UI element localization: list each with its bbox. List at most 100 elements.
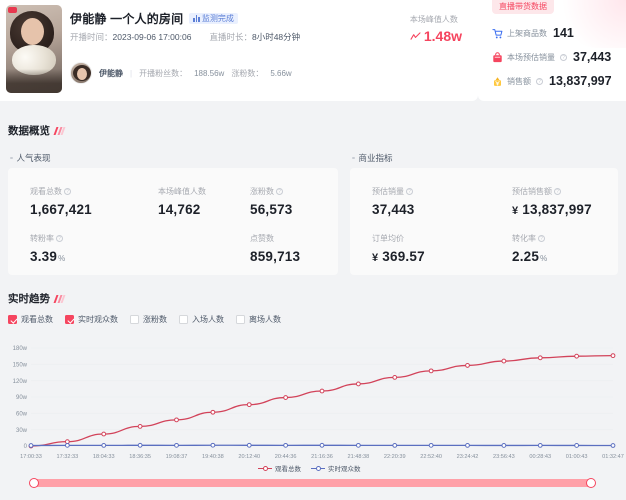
anchor-name[interactable]: 伊能静 <box>99 68 123 78</box>
checkbox-box-exits[interactable] <box>236 315 245 324</box>
metric-value-conversion: 2.25% <box>512 249 548 264</box>
checkbox-box-fans-gained[interactable] <box>130 315 139 324</box>
slider-handle-left[interactable] <box>29 478 39 488</box>
checkbox-fans-gained[interactable]: 涨粉数 <box>130 314 167 325</box>
help-icon-est-sales[interactable]: ? <box>554 188 561 195</box>
help-icon-fans-gained[interactable]: ? <box>276 188 283 195</box>
help-icon-total-views[interactable]: ? <box>64 188 71 195</box>
svg-text:30w: 30w <box>16 428 28 434</box>
platform-badge-icon <box>8 7 17 13</box>
sales-label-products: 上架商品数 <box>507 28 547 38</box>
avatar-face <box>77 68 87 80</box>
metric-value-est-volume: 37,443 <box>372 202 415 217</box>
svg-text:18:04:33: 18:04:33 <box>93 454 115 460</box>
sales-label-amount: 销售额 <box>507 76 531 86</box>
sales-tag: 直播带货数据 <box>492 0 554 14</box>
legend-item-live-viewers[interactable]: 实时观众数 <box>311 463 361 473</box>
subsection-business: 商业指标 <box>352 152 393 164</box>
help-icon-amount[interactable]: ? <box>536 77 543 85</box>
anchor-row[interactable]: 伊能静 | 开播粉丝数： 188.56w 涨粉数： 5.66w <box>70 62 292 84</box>
metric-label-est-volume: 预估销量? <box>372 186 512 197</box>
sales-summary-card: 直播带货数据 上架商品数 141 本场预估销量 ? 37,443 <box>478 0 626 101</box>
currency-symbol-est-sales: ¥ <box>512 205 519 217</box>
metric-label-est-sales: 预估销售额? <box>512 186 608 197</box>
metric-conversion: 转化率? 2.25% <box>512 233 608 264</box>
slider-track[interactable] <box>31 479 594 487</box>
slider-handle-right[interactable] <box>586 478 596 488</box>
status-badge-label: 监测完成 <box>201 13 234 23</box>
trend-filter-checkboxes: 观看总数 实时观众数 涨粉数 入场人数 离场人数 <box>8 314 281 325</box>
checkbox-exits[interactable]: 离场人数 <box>236 314 281 325</box>
svg-text:20:12:40: 20:12:40 <box>238 454 260 460</box>
help-icon-est-volume[interactable]: ? <box>406 188 413 195</box>
metric-label-fans-gained: 涨粉数? <box>250 186 328 197</box>
metric-unit-conversion: % <box>540 254 548 263</box>
svg-text:21:48:38: 21:48:38 <box>347 454 369 460</box>
money-icon <box>494 76 501 86</box>
checkbox-box-entries[interactable] <box>179 315 188 324</box>
section-title-trend: 实时趋势 <box>8 291 66 306</box>
checkbox-label-live-viewers: 实时观众数 <box>78 315 118 324</box>
svg-text:150w: 150w <box>13 363 28 369</box>
avatar[interactable] <box>70 62 92 84</box>
help-icon-conversion[interactable]: ? <box>538 235 545 242</box>
checkbox-box-total-views[interactable] <box>8 315 17 324</box>
svg-text:23:56:43: 23:56:43 <box>493 454 515 460</box>
peak-viewers-value: 1.48w <box>423 28 462 44</box>
currency-symbol-avg-order: ¥ <box>372 252 379 264</box>
metric-label-fan-conversion: 转粉率? <box>30 233 158 244</box>
legend-label-total-views: 观看总数 <box>275 466 301 473</box>
panel-popularity: 观看总数? 1,667,421 本场峰值人数 14,762 涨粉数? 56,57… <box>8 168 338 275</box>
metric-label-likes: 点赞数 <box>250 234 274 243</box>
svg-text:21:16:36: 21:16:36 <box>311 454 333 460</box>
svg-text:180w: 180w <box>13 346 28 352</box>
checkbox-label-total-views: 观看总数 <box>21 315 53 324</box>
panel-business: 预估销量? 37,443 预估销售额? ¥ 13,837,997 订单均价 ¥ … <box>350 168 618 275</box>
checkbox-total-views[interactable]: 观看总数 <box>8 314 53 325</box>
peak-viewers-row: 1.48w <box>410 28 462 44</box>
section-title-overview: 数据概览 <box>8 123 66 138</box>
checkbox-box-live-viewers[interactable] <box>65 315 74 324</box>
duration-value: 8小时48分钟 <box>251 32 301 42</box>
help-icon-volume[interactable]: ? <box>560 53 567 61</box>
trend-chart[interactable]: 0 30w 60w 90w 120w 150w 180w 17:00:33 17:32:33 18… <box>0 336 626 476</box>
stream-title-row: 伊能静 一个人的房间 监测完成 <box>70 10 238 27</box>
trend-chart-svg[interactable]: 0 30w 60w 90w 120w 150w 180w 17:00:33 17:32:33 18… <box>0 336 626 476</box>
section-title-overview-label: 数据概览 <box>8 125 50 137</box>
chart-range-slider[interactable] <box>29 478 596 488</box>
bag-icon <box>493 51 502 62</box>
svg-text:22:52:40: 22:52:40 <box>420 454 442 460</box>
duration-label: 直播时长： <box>209 32 252 42</box>
legend-marker-total-views <box>258 465 272 472</box>
svg-text:01:32:47: 01:32:47 <box>602 454 624 460</box>
metric-est-volume: 预估销量? 37,443 <box>372 186 512 217</box>
bullet-icon <box>10 156 13 160</box>
svg-text:00:28:43: 00:28:43 <box>529 454 551 460</box>
sales-value-amount: 13,837,997 <box>549 74 612 88</box>
subsection-popularity: 人气表现 <box>10 152 51 164</box>
svg-text:17:32:33: 17:32:33 <box>56 454 78 460</box>
svg-text:90w: 90w <box>16 395 28 401</box>
cart-icon <box>492 28 503 38</box>
start-time-value: 2023-09-06 17:00:06 <box>112 32 192 42</box>
stream-header-card: 伊能静 一个人的房间 监测完成 开播时间：2023-09-06 17:00:06… <box>0 0 478 101</box>
stream-thumbnail[interactable] <box>6 5 62 93</box>
duration-field: 直播时长：8小时48分钟 <box>209 31 300 43</box>
checkbox-live-viewers[interactable]: 实时观众数 <box>65 314 118 325</box>
metric-value-est-sales: ¥ 13,837,997 <box>512 202 592 217</box>
checkbox-label-fans-gained: 涨粉数 <box>143 315 167 324</box>
metric-fan-conversion: 转粉率? 3.39% <box>30 233 158 264</box>
legend-item-total-views[interactable]: 观看总数 <box>258 463 301 473</box>
subsection-popularity-label: 人气表现 <box>16 153 51 163</box>
sales-value-volume: 37,443 <box>573 50 612 64</box>
metric-est-sales: 预估销售额? ¥ 13,837,997 <box>512 186 608 217</box>
checkbox-label-entries: 入场人数 <box>192 315 224 324</box>
start-time-label: 开播时间： <box>70 32 113 42</box>
metric-peak-viewers: 本场峰值人数 14,762 <box>158 186 250 217</box>
thumbnail-face <box>21 18 44 45</box>
status-badge: 监测完成 <box>189 13 238 24</box>
help-icon-fan-conversion[interactable]: ? <box>56 235 63 242</box>
sales-value-products: 141 <box>553 26 574 40</box>
checkbox-entries[interactable]: 入场人数 <box>179 314 224 325</box>
metric-likes: 点赞数 859,713 <box>250 233 328 264</box>
